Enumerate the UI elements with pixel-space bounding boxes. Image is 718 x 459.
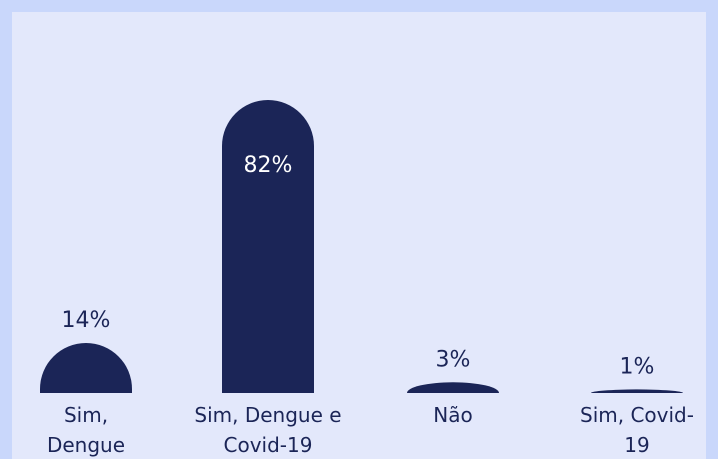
- value-label: 1%: [620, 354, 655, 379]
- x-tick-label: Sim, Dengue: [46, 403, 126, 457]
- bar: [591, 389, 683, 393]
- value-label: 3%: [436, 347, 471, 372]
- bar: [222, 100, 314, 393]
- value-label: 14%: [62, 308, 111, 333]
- x-tick-label: Sim, Covid-19: [580, 403, 694, 457]
- bar: [407, 382, 499, 393]
- x-tick-label: Não: [433, 403, 473, 427]
- value-label: 82%: [244, 153, 293, 178]
- bar: [40, 342, 132, 393]
- x-tick-label: Sim, Dengue e Covid-19: [194, 403, 342, 457]
